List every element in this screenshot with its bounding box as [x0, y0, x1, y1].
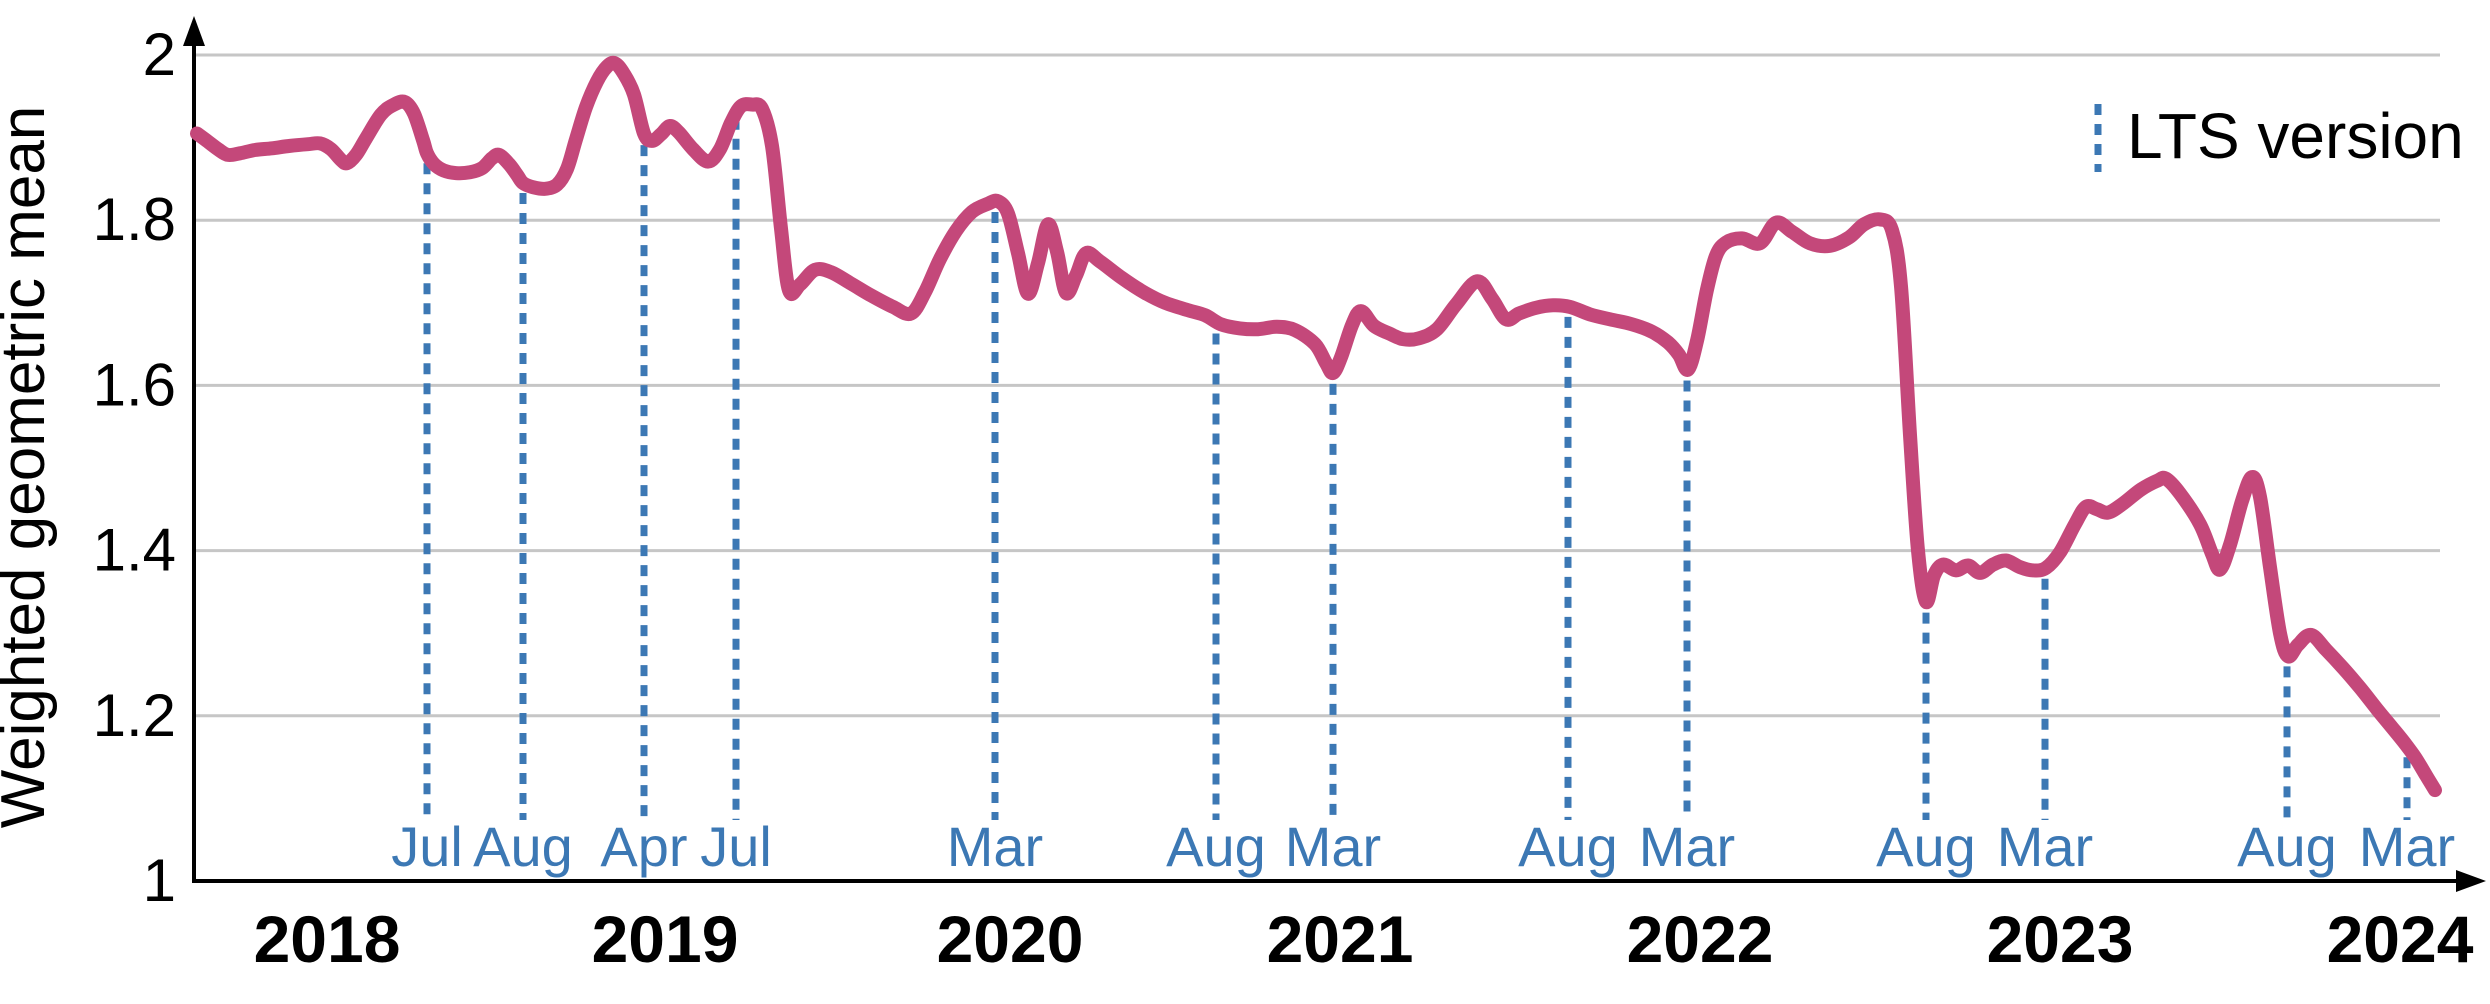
svg-text:2020: 2020: [937, 902, 1084, 976]
axes: [183, 16, 2486, 892]
gridlines: [194, 53, 2440, 718]
svg-text:2019: 2019: [592, 902, 739, 976]
svg-text:Mar: Mar: [1997, 815, 2093, 878]
svg-text:Aug: Aug: [1876, 815, 1976, 878]
svg-text:Jul: Jul: [700, 815, 772, 878]
svg-text:Aug: Aug: [2237, 815, 2337, 878]
year-labels: 2018 2019 2020 2021 2022 2023 2024: [254, 902, 2474, 976]
legend-label: LTS version: [2127, 100, 2464, 172]
svg-text:1.2: 1.2: [93, 682, 176, 749]
y-tick-labels: 1 1.2 1.4 1.6 1.8 2: [93, 21, 176, 914]
svg-text:1.4: 1.4: [93, 517, 176, 584]
svg-text:1.6: 1.6: [93, 351, 176, 418]
svg-text:2: 2: [143, 21, 176, 88]
y-axis-title: Weighted geometric mean: [0, 106, 58, 829]
svg-text:Mar: Mar: [1285, 815, 1381, 878]
svg-text:2021: 2021: [1267, 902, 1414, 976]
legend: LTS version: [2094, 100, 2464, 172]
svg-text:1.8: 1.8: [93, 186, 176, 253]
svg-text:Apr: Apr: [600, 815, 687, 878]
svg-text:2024: 2024: [2327, 902, 2474, 976]
svg-text:Aug: Aug: [473, 815, 573, 878]
svg-text:Mar: Mar: [2359, 815, 2455, 878]
lts-month-labels: Jul Aug Apr Jul Mar Aug Mar Aug Mar Aug Mar Aug Mar: [391, 815, 2455, 878]
svg-text:2018: 2018: [254, 902, 401, 976]
svg-text:1: 1: [143, 847, 176, 914]
svg-text:2023: 2023: [1987, 902, 2134, 976]
svg-text:Jul: Jul: [391, 815, 463, 878]
lts-version-lines: [423, 118, 2411, 820]
svg-text:Aug: Aug: [1518, 815, 1618, 878]
series-line: [190, 55, 2442, 798]
svg-text:Aug: Aug: [1166, 815, 1266, 878]
svg-text:Mar: Mar: [947, 815, 1043, 878]
svg-text:2022: 2022: [1627, 902, 1774, 976]
svg-text:Mar: Mar: [1639, 815, 1735, 878]
